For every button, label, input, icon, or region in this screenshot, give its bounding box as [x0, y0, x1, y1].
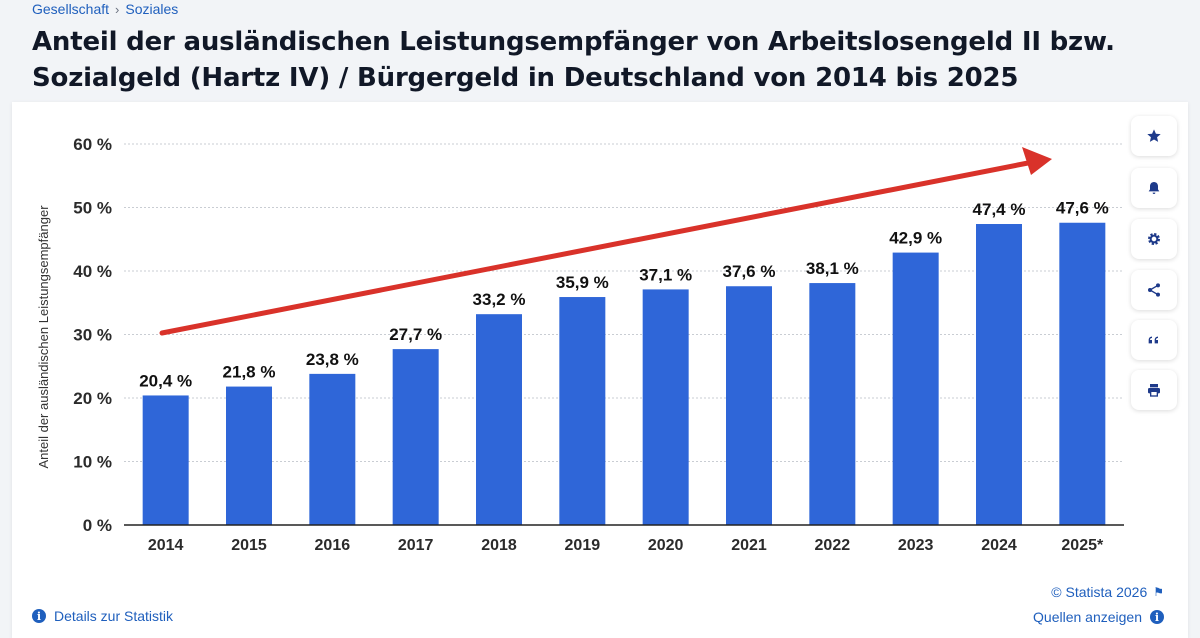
bar-chart: 0 % 10 % 20 % 30 % 40 % 50 % 60 % Anteil der au… — [36, 135, 1124, 554]
bar-2017 — [392, 349, 439, 525]
breadcrumb-separator: › — [115, 1, 120, 17]
cite-button[interactable] — [1131, 320, 1177, 360]
share-icon — [1148, 283, 1160, 297]
bar-2022 — [809, 283, 856, 525]
y-tick-label: 40 % — [73, 262, 112, 281]
share-button[interactable] — [1131, 270, 1177, 310]
quote-icon — [1148, 336, 1158, 344]
x-tick-label: 2025* — [1061, 537, 1104, 554]
x-tick-label: 2019 — [565, 537, 601, 554]
y-tick-label: 0 % — [83, 516, 112, 535]
bar-2019 — [559, 297, 606, 525]
data-label: 38,1 % — [806, 259, 859, 278]
breadcrumb-item-soziales[interactable]: Soziales — [125, 1, 179, 17]
data-label: 27,7 % — [389, 325, 442, 344]
info-icon: i — [32, 609, 46, 623]
print-button[interactable] — [1131, 370, 1177, 410]
info-icon: i — [1150, 610, 1164, 624]
y-tick-label: 30 % — [73, 326, 112, 345]
sources-link[interactable]: Quellen anzeigen i — [1033, 609, 1164, 625]
data-label: 47,4 % — [973, 200, 1026, 219]
y-tick-label: 50 % — [73, 199, 112, 218]
x-tick-label: 2020 — [648, 537, 684, 554]
data-label: 23,8 % — [306, 350, 359, 369]
bar-2023 — [892, 252, 939, 525]
x-tick-label: 2014 — [148, 537, 184, 554]
notification-button[interactable] — [1131, 168, 1177, 208]
data-label: 37,6 % — [723, 262, 776, 281]
data-label: 35,9 % — [556, 273, 609, 292]
gear-icon — [1148, 233, 1160, 245]
copyright-text: © Statista 2026 — [1051, 584, 1148, 600]
bar-2015 — [226, 386, 272, 525]
data-label: 33,2 % — [473, 290, 526, 309]
page-title: Anteil der ausländischen Leistungsempfän… — [32, 27, 1115, 93]
x-tick-label: 2021 — [731, 537, 767, 554]
x-tick-label: 2022 — [815, 537, 851, 554]
y-tick-label: 10 % — [73, 453, 112, 472]
y-axis-label: Anteil der ausländischen Leistungsempfän… — [36, 205, 51, 469]
bar-2018 — [476, 314, 522, 525]
details-label: Details zur Statistik — [54, 608, 174, 624]
breadcrumb: Gesellschaft › Soziales — [32, 0, 178, 18]
bar-2024 — [976, 224, 1022, 525]
x-tick-label: 2017 — [398, 537, 434, 554]
data-label: 21,8 % — [223, 363, 276, 382]
trend-arrow-line — [159, 160, 1031, 336]
y-tick-label: 20 % — [73, 389, 112, 408]
bar-2021 — [726, 286, 772, 525]
x-tick-label: 2015 — [231, 537, 267, 554]
data-label: 37,1 % — [639, 265, 692, 284]
chart-card: 0 % 10 % 20 % 30 % 40 % 50 % 60 % Anteil der au… — [12, 102, 1188, 638]
bar-2014 — [142, 395, 189, 525]
flag-icon: ⚑ — [1153, 585, 1164, 599]
x-tick-label: 2016 — [315, 537, 351, 554]
x-tick-label: 2024 — [981, 537, 1017, 554]
x-tick-label: 2023 — [898, 537, 934, 554]
y-tick-label: 60 % — [73, 135, 112, 154]
bell-icon — [1148, 182, 1160, 194]
breadcrumb-item-gesellschaft[interactable]: Gesellschaft — [32, 1, 110, 17]
bar-2025* — [1059, 222, 1106, 525]
star-icon — [1147, 129, 1161, 142]
bar-2016 — [309, 373, 356, 525]
settings-button[interactable] — [1131, 219, 1177, 259]
sources-label: Quellen anzeigen — [1033, 609, 1142, 625]
x-tick-label: 2018 — [481, 537, 517, 554]
trend-arrow-head — [1022, 147, 1052, 175]
data-label: 42,9 % — [889, 229, 942, 248]
copyright-link[interactable]: © Statista 2026 ⚑ — [1051, 584, 1164, 600]
data-label: 47,6 % — [1056, 199, 1109, 218]
bar-2020 — [642, 289, 689, 525]
printer-icon — [1148, 384, 1160, 397]
details-link[interactable]: i Details zur Statistik — [32, 608, 173, 624]
favorite-button[interactable] — [1131, 116, 1177, 156]
data-label: 20,4 % — [139, 371, 192, 390]
